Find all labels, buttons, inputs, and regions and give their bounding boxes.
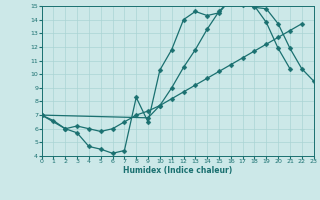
X-axis label: Humidex (Indice chaleur): Humidex (Indice chaleur) <box>123 166 232 175</box>
